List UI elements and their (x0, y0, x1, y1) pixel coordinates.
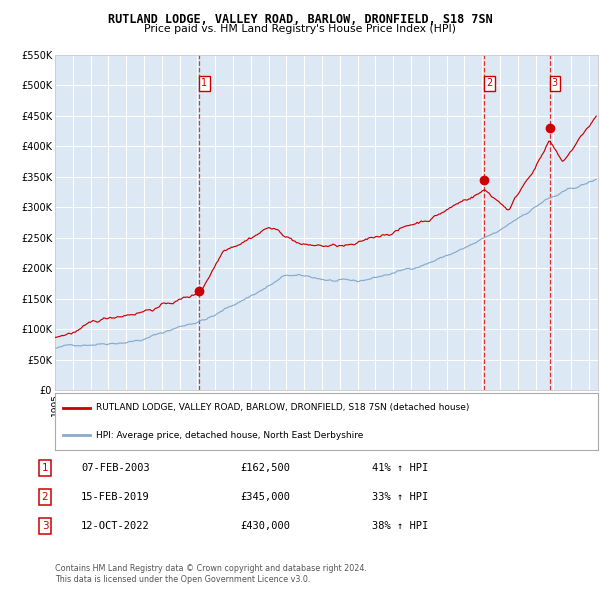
Text: RUTLAND LODGE, VALLEY ROAD, BARLOW, DRONFIELD, S18 7SN (detached house): RUTLAND LODGE, VALLEY ROAD, BARLOW, DRON… (96, 404, 469, 412)
Text: £162,500: £162,500 (240, 463, 290, 473)
Text: Price paid vs. HM Land Registry's House Price Index (HPI): Price paid vs. HM Land Registry's House … (144, 24, 456, 34)
Text: 12-OCT-2022: 12-OCT-2022 (81, 521, 150, 531)
Text: 2: 2 (487, 78, 493, 88)
Text: 2: 2 (41, 492, 49, 502)
Text: This data is licensed under the Open Government Licence v3.0.: This data is licensed under the Open Gov… (55, 575, 310, 584)
Text: 1: 1 (202, 78, 208, 88)
Text: Contains HM Land Registry data © Crown copyright and database right 2024.: Contains HM Land Registry data © Crown c… (55, 564, 367, 573)
Text: 3: 3 (552, 78, 558, 88)
Text: 38% ↑ HPI: 38% ↑ HPI (372, 521, 428, 531)
Text: 1: 1 (41, 463, 49, 473)
Text: 07-FEB-2003: 07-FEB-2003 (81, 463, 150, 473)
Text: £345,000: £345,000 (240, 492, 290, 502)
Text: 3: 3 (41, 521, 49, 531)
Text: HPI: Average price, detached house, North East Derbyshire: HPI: Average price, detached house, Nort… (96, 431, 363, 440)
Text: 15-FEB-2019: 15-FEB-2019 (81, 492, 150, 502)
Text: £430,000: £430,000 (240, 521, 290, 531)
Text: 33% ↑ HPI: 33% ↑ HPI (372, 492, 428, 502)
Text: 41% ↑ HPI: 41% ↑ HPI (372, 463, 428, 473)
Text: RUTLAND LODGE, VALLEY ROAD, BARLOW, DRONFIELD, S18 7SN: RUTLAND LODGE, VALLEY ROAD, BARLOW, DRON… (107, 13, 493, 26)
